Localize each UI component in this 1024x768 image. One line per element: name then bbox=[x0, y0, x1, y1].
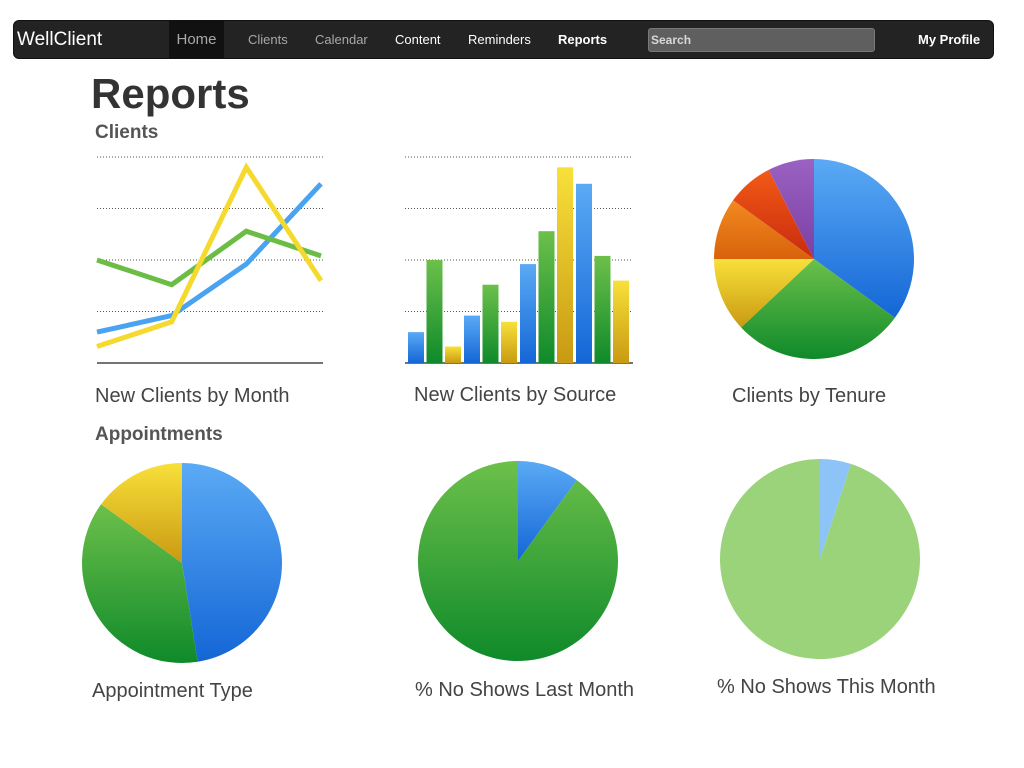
pie-slice-yellow bbox=[101, 463, 182, 563]
nav-reminders[interactable]: Reminders bbox=[468, 32, 531, 47]
bar-yellow bbox=[501, 321, 517, 363]
bar-green bbox=[594, 255, 611, 363]
pie-slice-red bbox=[733, 169, 814, 259]
top-navbar: WellClient Home Clients Calendar Content… bbox=[13, 20, 994, 59]
series-line-green bbox=[96, 228, 322, 288]
nav-calendar[interactable]: Calendar bbox=[315, 32, 368, 47]
no-shows-last-month-chart[interactable] bbox=[417, 460, 619, 662]
no-shows-this-month-chart[interactable] bbox=[719, 458, 921, 660]
bar-blue bbox=[408, 332, 424, 363]
pie-slice-green bbox=[741, 259, 895, 359]
new-clients-by-month-chart[interactable] bbox=[96, 155, 324, 365]
pie-slice-blue bbox=[814, 159, 914, 318]
caption-no-shows-last-month: % No Shows Last Month bbox=[415, 679, 634, 701]
pie-slice-light_blue bbox=[820, 459, 851, 559]
caption-new-clients-by-source: New Clients by Source bbox=[414, 384, 617, 406]
pie-slice-yellow bbox=[714, 259, 814, 328]
brand-logo[interactable]: WellClient bbox=[17, 29, 103, 50]
pie-slice-blue bbox=[182, 463, 283, 662]
appointment-type-chart[interactable] bbox=[81, 462, 283, 664]
nav-home[interactable]: Home bbox=[169, 21, 224, 58]
nav-clients[interactable]: Clients bbox=[248, 32, 288, 47]
bar-blue bbox=[520, 264, 536, 363]
page-title: Reports bbox=[91, 70, 250, 117]
section-title-clients: Clients bbox=[95, 122, 159, 143]
nav-reports[interactable]: Reports bbox=[558, 32, 608, 47]
pie-slice-orange bbox=[714, 200, 814, 259]
caption-no-shows-this-month: % No Shows This Month bbox=[717, 676, 936, 698]
bar-yellow bbox=[613, 280, 629, 363]
pie-slice-blue bbox=[518, 461, 577, 561]
my-profile-link[interactable]: My Profile bbox=[918, 32, 981, 47]
bar-blue bbox=[576, 183, 592, 363]
clients-by-tenure-chart[interactable] bbox=[713, 158, 915, 360]
caption-appointment-type: Appointment Type bbox=[92, 680, 253, 702]
bar-green bbox=[482, 284, 499, 363]
series-line-yellow bbox=[96, 162, 324, 349]
pie-slice-purple bbox=[768, 159, 814, 259]
caption-new-clients-by-month: New Clients by Month bbox=[95, 385, 290, 407]
bar-yellow bbox=[557, 167, 573, 363]
bar-blue bbox=[464, 315, 480, 363]
new-clients-by-source-chart[interactable] bbox=[405, 155, 633, 365]
caption-clients-by-tenure: Clients by Tenure bbox=[732, 385, 887, 407]
bar-green bbox=[426, 260, 443, 363]
bar-green bbox=[538, 231, 555, 363]
bar-yellow bbox=[445, 346, 461, 363]
search-input[interactable]: Search bbox=[648, 28, 875, 52]
section-title-appointments: Appointments bbox=[95, 424, 223, 445]
pie-slice-green bbox=[82, 504, 198, 664]
nav-content[interactable]: Content bbox=[395, 32, 441, 47]
pie-slice-light_green bbox=[720, 459, 921, 659]
pie-slice-green bbox=[417, 461, 618, 661]
